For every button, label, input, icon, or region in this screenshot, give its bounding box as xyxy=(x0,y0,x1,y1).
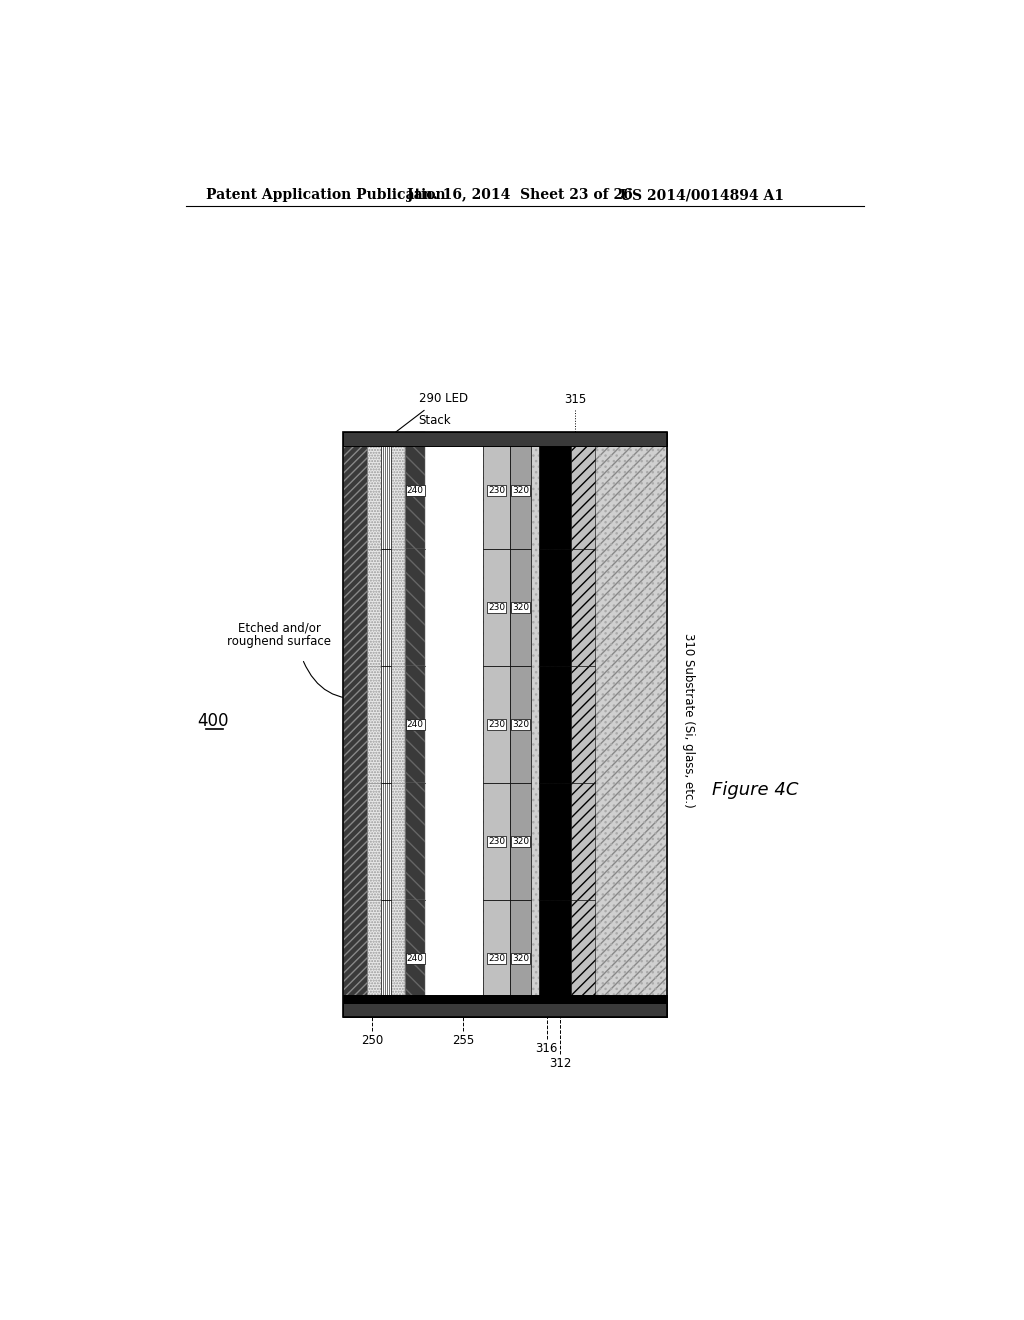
Bar xyxy=(406,900,425,1016)
Bar xyxy=(483,446,510,549)
Bar xyxy=(367,665,406,783)
Bar xyxy=(367,783,406,900)
Text: roughend surface: roughend surface xyxy=(227,635,331,648)
Bar xyxy=(571,783,595,900)
Bar xyxy=(367,665,406,783)
Bar xyxy=(381,549,391,665)
Bar xyxy=(483,665,510,783)
Bar xyxy=(539,549,571,665)
Bar xyxy=(406,783,425,900)
Bar xyxy=(571,549,595,665)
Bar xyxy=(343,432,667,446)
Bar xyxy=(425,549,483,665)
Bar xyxy=(406,432,425,549)
Bar xyxy=(483,549,510,665)
Bar xyxy=(539,665,571,783)
Text: Figure 4C: Figure 4C xyxy=(713,781,799,799)
Bar xyxy=(483,900,510,995)
Text: 320: 320 xyxy=(512,603,529,611)
Text: 312: 312 xyxy=(549,1057,571,1071)
Text: 400: 400 xyxy=(198,711,229,730)
Bar xyxy=(406,549,425,665)
Bar xyxy=(343,432,367,1016)
Text: 230: 230 xyxy=(488,603,505,611)
Text: 230: 230 xyxy=(488,486,505,495)
Text: 310 Substrate (Si, glass, etc.): 310 Substrate (Si, glass, etc.) xyxy=(682,634,695,808)
Bar xyxy=(381,665,391,783)
Text: 255: 255 xyxy=(452,1034,474,1047)
Bar xyxy=(367,549,406,665)
Bar xyxy=(367,900,406,995)
Bar xyxy=(381,446,391,549)
Bar xyxy=(539,446,571,549)
Bar xyxy=(343,432,667,1016)
Text: Etched and/or: Etched and/or xyxy=(238,622,321,635)
Bar xyxy=(406,783,425,900)
Bar xyxy=(367,446,406,549)
Bar xyxy=(406,432,425,549)
Bar xyxy=(406,665,425,783)
Bar xyxy=(539,432,667,1016)
Bar xyxy=(343,432,667,1016)
Text: 316: 316 xyxy=(536,1041,558,1055)
Bar xyxy=(343,432,367,1016)
Bar xyxy=(539,432,667,1016)
Bar xyxy=(510,446,531,549)
Bar xyxy=(381,783,391,900)
Bar xyxy=(483,783,510,900)
Bar xyxy=(425,446,483,549)
Text: Stack: Stack xyxy=(419,414,452,428)
Bar xyxy=(510,665,531,783)
Bar xyxy=(367,549,406,665)
Bar xyxy=(571,446,595,549)
Bar xyxy=(571,665,595,783)
Text: 320: 320 xyxy=(512,719,529,729)
Text: 320: 320 xyxy=(512,954,529,962)
Bar xyxy=(406,665,425,783)
Text: 315: 315 xyxy=(564,393,587,407)
Text: US 2014/0014894 A1: US 2014/0014894 A1 xyxy=(621,189,784,202)
Text: 230: 230 xyxy=(488,837,505,846)
Bar xyxy=(406,900,425,1016)
Text: 240: 240 xyxy=(407,719,424,729)
Bar xyxy=(343,432,667,1016)
Bar xyxy=(381,900,391,995)
Text: 320: 320 xyxy=(512,486,529,495)
Bar xyxy=(425,665,483,783)
Text: 290 LED: 290 LED xyxy=(419,392,468,405)
Bar xyxy=(367,783,406,900)
Bar xyxy=(510,783,531,900)
Bar xyxy=(425,900,483,995)
Bar xyxy=(406,549,425,665)
Bar xyxy=(571,900,595,995)
Text: 240: 240 xyxy=(407,486,424,495)
Bar xyxy=(425,783,483,900)
Text: 240: 240 xyxy=(407,954,424,962)
Text: Jan. 16, 2014  Sheet 23 of 26: Jan. 16, 2014 Sheet 23 of 26 xyxy=(407,189,633,202)
Bar xyxy=(510,549,531,665)
Text: 320: 320 xyxy=(512,837,529,846)
Bar xyxy=(539,783,571,900)
Bar xyxy=(367,900,406,995)
Text: Patent Application Publication: Patent Application Publication xyxy=(206,189,445,202)
Text: 230: 230 xyxy=(488,719,505,729)
Bar xyxy=(510,900,531,995)
Bar xyxy=(343,995,667,1003)
Bar xyxy=(539,900,571,995)
Bar xyxy=(343,1003,667,1016)
Text: 250: 250 xyxy=(361,1034,383,1047)
Text: 230: 230 xyxy=(488,954,505,962)
Bar xyxy=(367,446,406,549)
